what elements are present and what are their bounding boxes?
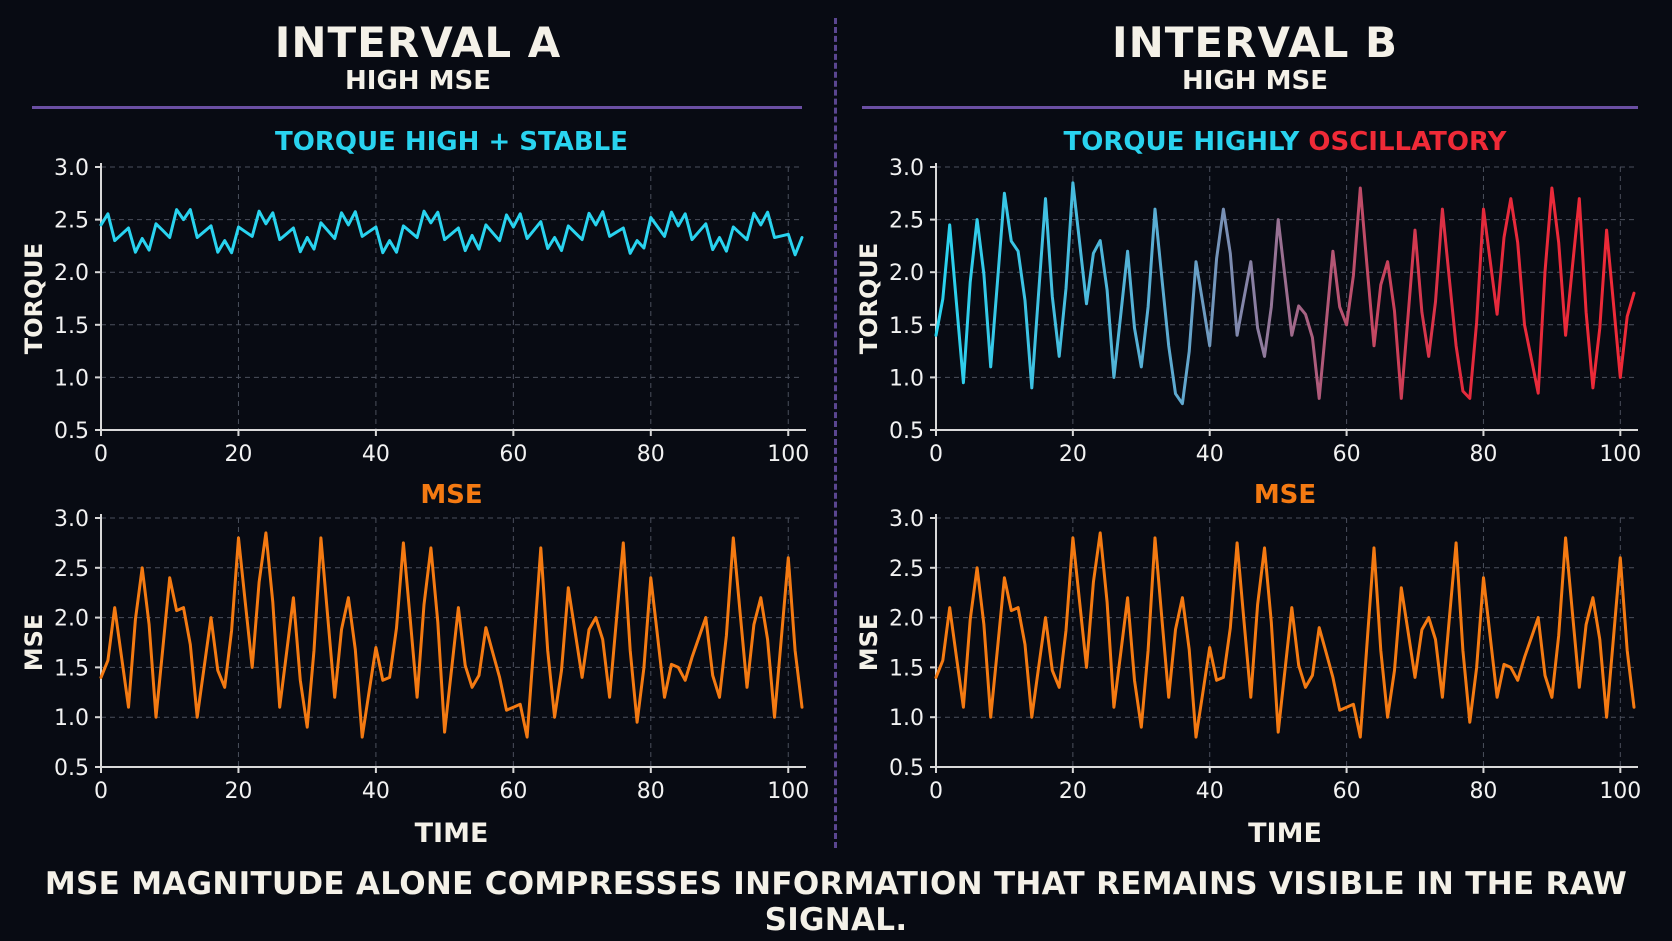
interval-a-header: INTERVAL A HIGH MSE [158, 18, 678, 97]
a-torque-title: TORQUE HIGH + STABLE [275, 127, 628, 157]
b-torque-xtick-label: 60 [1333, 442, 1361, 467]
b-mse-xtick-label: 20 [1059, 779, 1087, 804]
b-mse-ytick-label: 2.5 [889, 557, 924, 582]
a-mse-title-part: MSE [420, 480, 482, 510]
a-mse-xtick-label: 100 [767, 779, 809, 804]
column-divider [834, 18, 837, 848]
b-mse-title: MSE [1254, 480, 1316, 510]
interval-a-rule [32, 106, 802, 109]
a-mse-xtick-label: 20 [224, 779, 252, 804]
b-mse-xtick-label: 60 [1333, 779, 1361, 804]
b-torque-title-part: TORQUE HIGHLY [1064, 127, 1309, 157]
b-mse-xtick-label: 0 [929, 779, 943, 804]
a-torque-xtick-label: 60 [499, 442, 527, 467]
a-mse-ytick-label: 3.0 [54, 507, 89, 532]
b-torque-xtick-label: 40 [1196, 442, 1224, 467]
a-torque-xtick-label: 20 [224, 442, 252, 467]
b-torque-ytick-label: 2.0 [889, 261, 924, 286]
b-torque-ytick-label: 1.5 [889, 314, 924, 339]
a-torque-ytick-label: 1.5 [54, 314, 89, 339]
a-torque-title-part: TORQUE HIGH + STABLE [275, 127, 628, 157]
b-torque-ylabel: TORQUE [855, 243, 883, 355]
a-mse-ytick-label: 1.0 [54, 706, 89, 731]
interval-b-rule [862, 106, 1638, 109]
b-torque-ytick-label: 0.5 [889, 419, 924, 444]
b-mse-series-line [934, 531, 1636, 739]
b-mse-ytick-label: 1.0 [889, 706, 924, 731]
b-torque-title: TORQUE HIGHLY OSCILLATORY [1064, 127, 1508, 157]
b-torque-xtick-label: 0 [929, 442, 943, 467]
b-mse-ytick-label: 3.0 [889, 507, 924, 532]
b-torque-xtick-label: 100 [1599, 442, 1641, 467]
b-torque-series-line [934, 181, 1636, 406]
a-mse-ylabel: MSE [20, 614, 48, 672]
interval-a-title: INTERVAL A [274, 18, 562, 67]
interval-b-header: INTERVAL B HIGH MSE [995, 18, 1515, 97]
a-torque-ylabel: TORQUE [20, 243, 48, 355]
interval-b-title: INTERVAL B [1111, 18, 1398, 67]
b-torque-title-part: OSCILLATORY [1308, 127, 1507, 157]
a-mse-ytick-label: 0.5 [54, 756, 89, 781]
interval-a-subtitle: HIGH MSE [345, 66, 491, 96]
a-mse-xtick-label: 80 [637, 779, 665, 804]
a-torque-series-line [99, 208, 804, 257]
a-mse-title: MSE [420, 480, 482, 510]
b-torque-ytick-label: 3.0 [889, 156, 924, 181]
b-mse-ytick-label: 1.5 [889, 656, 924, 681]
b-torque-ytick-label: 2.5 [889, 209, 924, 234]
a-torque-xtick-label: 40 [362, 442, 390, 467]
b-mse-ytick-label: 2.0 [889, 607, 924, 632]
a-mse-series-line [99, 531, 804, 739]
b-mse-title-part: MSE [1254, 480, 1316, 510]
b-torque-xtick-label: 80 [1469, 442, 1497, 467]
a-torque-ytick-label: 3.0 [54, 156, 89, 181]
a-mse-ytick-label: 1.5 [54, 656, 89, 681]
a-mse-ytick-label: 2.5 [54, 557, 89, 582]
b-torque-xtick-label: 20 [1059, 442, 1087, 467]
a-torque-ytick-label: 2.0 [54, 261, 89, 286]
footer-caption: MSE MAGNITUDE ALONE COMPRESSES INFORMATI… [44, 866, 1628, 938]
a-torque-xtick-label: 80 [637, 442, 665, 467]
b-torque-ytick-label: 1.0 [889, 366, 924, 391]
interval-b-subtitle: HIGH MSE [1182, 66, 1328, 96]
a-torque-xtick-label: 100 [767, 442, 809, 467]
a-mse-xlabel: TIME [415, 818, 489, 849]
a-mse-xtick-label: 60 [499, 779, 527, 804]
a-mse-xtick-label: 0 [94, 779, 108, 804]
b-mse-xtick-label: 100 [1599, 779, 1641, 804]
a-torque-xtick-label: 0 [94, 442, 108, 467]
b-mse-ytick-label: 0.5 [889, 756, 924, 781]
b-mse-xtick-label: 40 [1196, 779, 1224, 804]
a-mse-ytick-label: 2.0 [54, 607, 89, 632]
a-mse-xtick-label: 40 [362, 779, 390, 804]
b-mse-xtick-label: 80 [1469, 779, 1497, 804]
a-torque-ytick-label: 0.5 [54, 419, 89, 444]
a-torque-ytick-label: 1.0 [54, 366, 89, 391]
b-mse-xlabel: TIME [1248, 818, 1322, 849]
b-mse-ylabel: MSE [855, 614, 883, 672]
a-torque-ytick-label: 2.5 [54, 209, 89, 234]
